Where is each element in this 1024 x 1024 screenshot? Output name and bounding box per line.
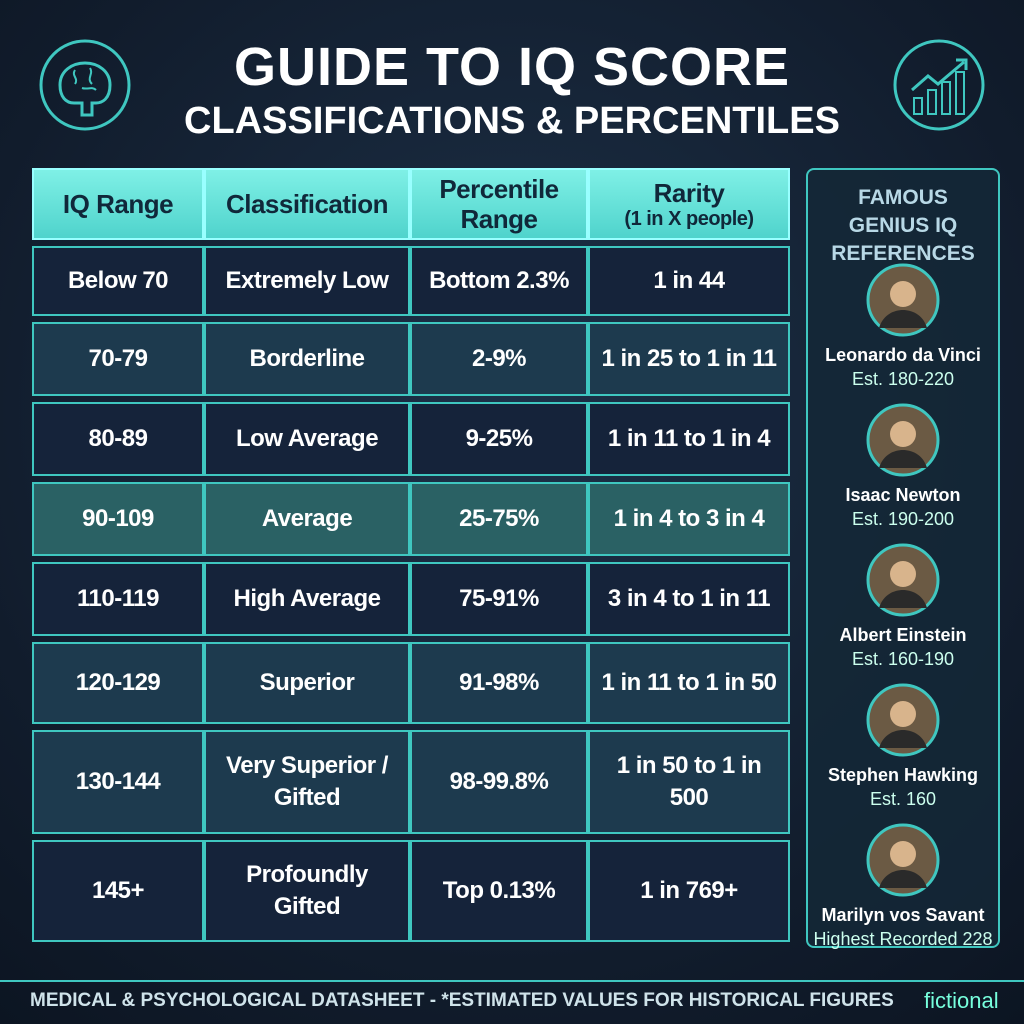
person-estimate: Est. 190-200: [851, 509, 955, 529]
table-cell: High Average: [204, 562, 410, 636]
table-cell: Very Superior / Gifted: [204, 730, 410, 834]
title: GUIDE TO IQ SCORE: [233, 37, 791, 97]
table-cell: 3 in 4 to 1 in 11: [588, 562, 790, 636]
header-note: (1 in X people): [624, 208, 754, 230]
table-cell: 75-91%: [410, 562, 588, 636]
table-cell: 80-89: [32, 402, 204, 476]
person-name: Leonardo da Vinci: [825, 345, 981, 365]
table-cell: 110-119: [32, 562, 204, 636]
sidebar-title: FAMOUS GENIUS IQ REFERENCES: [831, 186, 975, 265]
growth-icon: [893, 39, 985, 131]
person-name: Albert Einstein: [839, 625, 967, 645]
person: Marilyn vos Savant Highest Recorded 228: [808, 822, 998, 951]
table-cell: 1 in 50 to 1 in 500: [588, 730, 790, 834]
table-cell: 120-129: [32, 642, 204, 724]
footer-line: [0, 980, 1024, 982]
table-cell: Borderline: [204, 322, 410, 396]
table-cell: 145+: [32, 840, 204, 942]
brain-icon: [39, 39, 131, 131]
header-cell: Classification: [204, 168, 410, 240]
header-label: Rarity: [653, 178, 725, 208]
table-cell: 1 in 25 to 1 in 11: [588, 322, 790, 396]
portrait: [866, 823, 940, 897]
table-cell: Superior: [204, 642, 410, 724]
table-cell: Top 0.13%: [410, 840, 588, 942]
subtitle: CLASSIFICATIONS & PERCENTILES: [184, 100, 840, 142]
portrait: [866, 543, 940, 617]
person: Leonardo da Vinci Est. 180-220: [808, 262, 998, 391]
table-cell: 25-75%: [410, 482, 588, 556]
person-name: Isaac Newton: [845, 485, 961, 505]
table-cell: 1 in 4 to 3 in 4: [588, 482, 790, 556]
header-cell: Rarity (1 in X people): [588, 168, 790, 240]
table-cell: Profoundly Gifted: [204, 840, 410, 942]
person-name: Marilyn vos Savant: [821, 905, 985, 925]
iq-table: IQ Range Classification Percentile Range Ra…: [32, 168, 790, 948]
person-estimate: Est. 160-190: [851, 649, 955, 669]
table-cell: 1 in 11 to 1 in 4: [588, 402, 790, 476]
table-cell: 70-79: [32, 322, 204, 396]
header-cell: IQ Range: [32, 168, 204, 240]
person: Isaac Newton Est. 190-200: [808, 402, 998, 531]
table-cell: 130-144: [32, 730, 204, 834]
footer-text: MEDICAL & PSYCHOLOGICAL DATASHEET - *EST…: [30, 990, 894, 1011]
portrait: [866, 683, 940, 757]
sidebar: FAMOUS GENIUS IQ REFERENCES Leonardo da …: [806, 168, 1000, 951]
table-cell: 1 in 44: [588, 246, 790, 316]
header-cell: Percentile Range: [410, 168, 588, 240]
brand: fictional: [924, 988, 999, 1013]
table-cell: Low Average: [204, 402, 410, 476]
table-cell: Extremely Low: [204, 246, 410, 316]
table-cell: 98-99.8%: [410, 730, 588, 834]
table-cell: 1 in 769+: [588, 840, 790, 942]
person: Stephen Hawking Est. 160: [808, 682, 998, 811]
person-estimate: Highest Recorded 228: [813, 929, 993, 949]
person-name: Stephen Hawking: [827, 765, 979, 785]
table-cell: 90-109: [32, 482, 204, 556]
portrait: [866, 263, 940, 337]
table-cell: 9-25%: [410, 402, 588, 476]
table-cell: 1 in 11 to 1 in 50: [588, 642, 790, 724]
table-cell: 2-9%: [410, 322, 588, 396]
table-cell: Below 70: [32, 246, 204, 316]
person: Albert Einstein Est. 160-190: [808, 542, 998, 671]
table-cell: Average: [204, 482, 410, 556]
person-estimate: Est. 180-220: [851, 369, 955, 389]
person-estimate: Est. 160: [869, 789, 937, 809]
portrait: [866, 403, 940, 477]
table-cell: Bottom 2.3%: [410, 246, 588, 316]
table-cell: 91-98%: [410, 642, 588, 724]
